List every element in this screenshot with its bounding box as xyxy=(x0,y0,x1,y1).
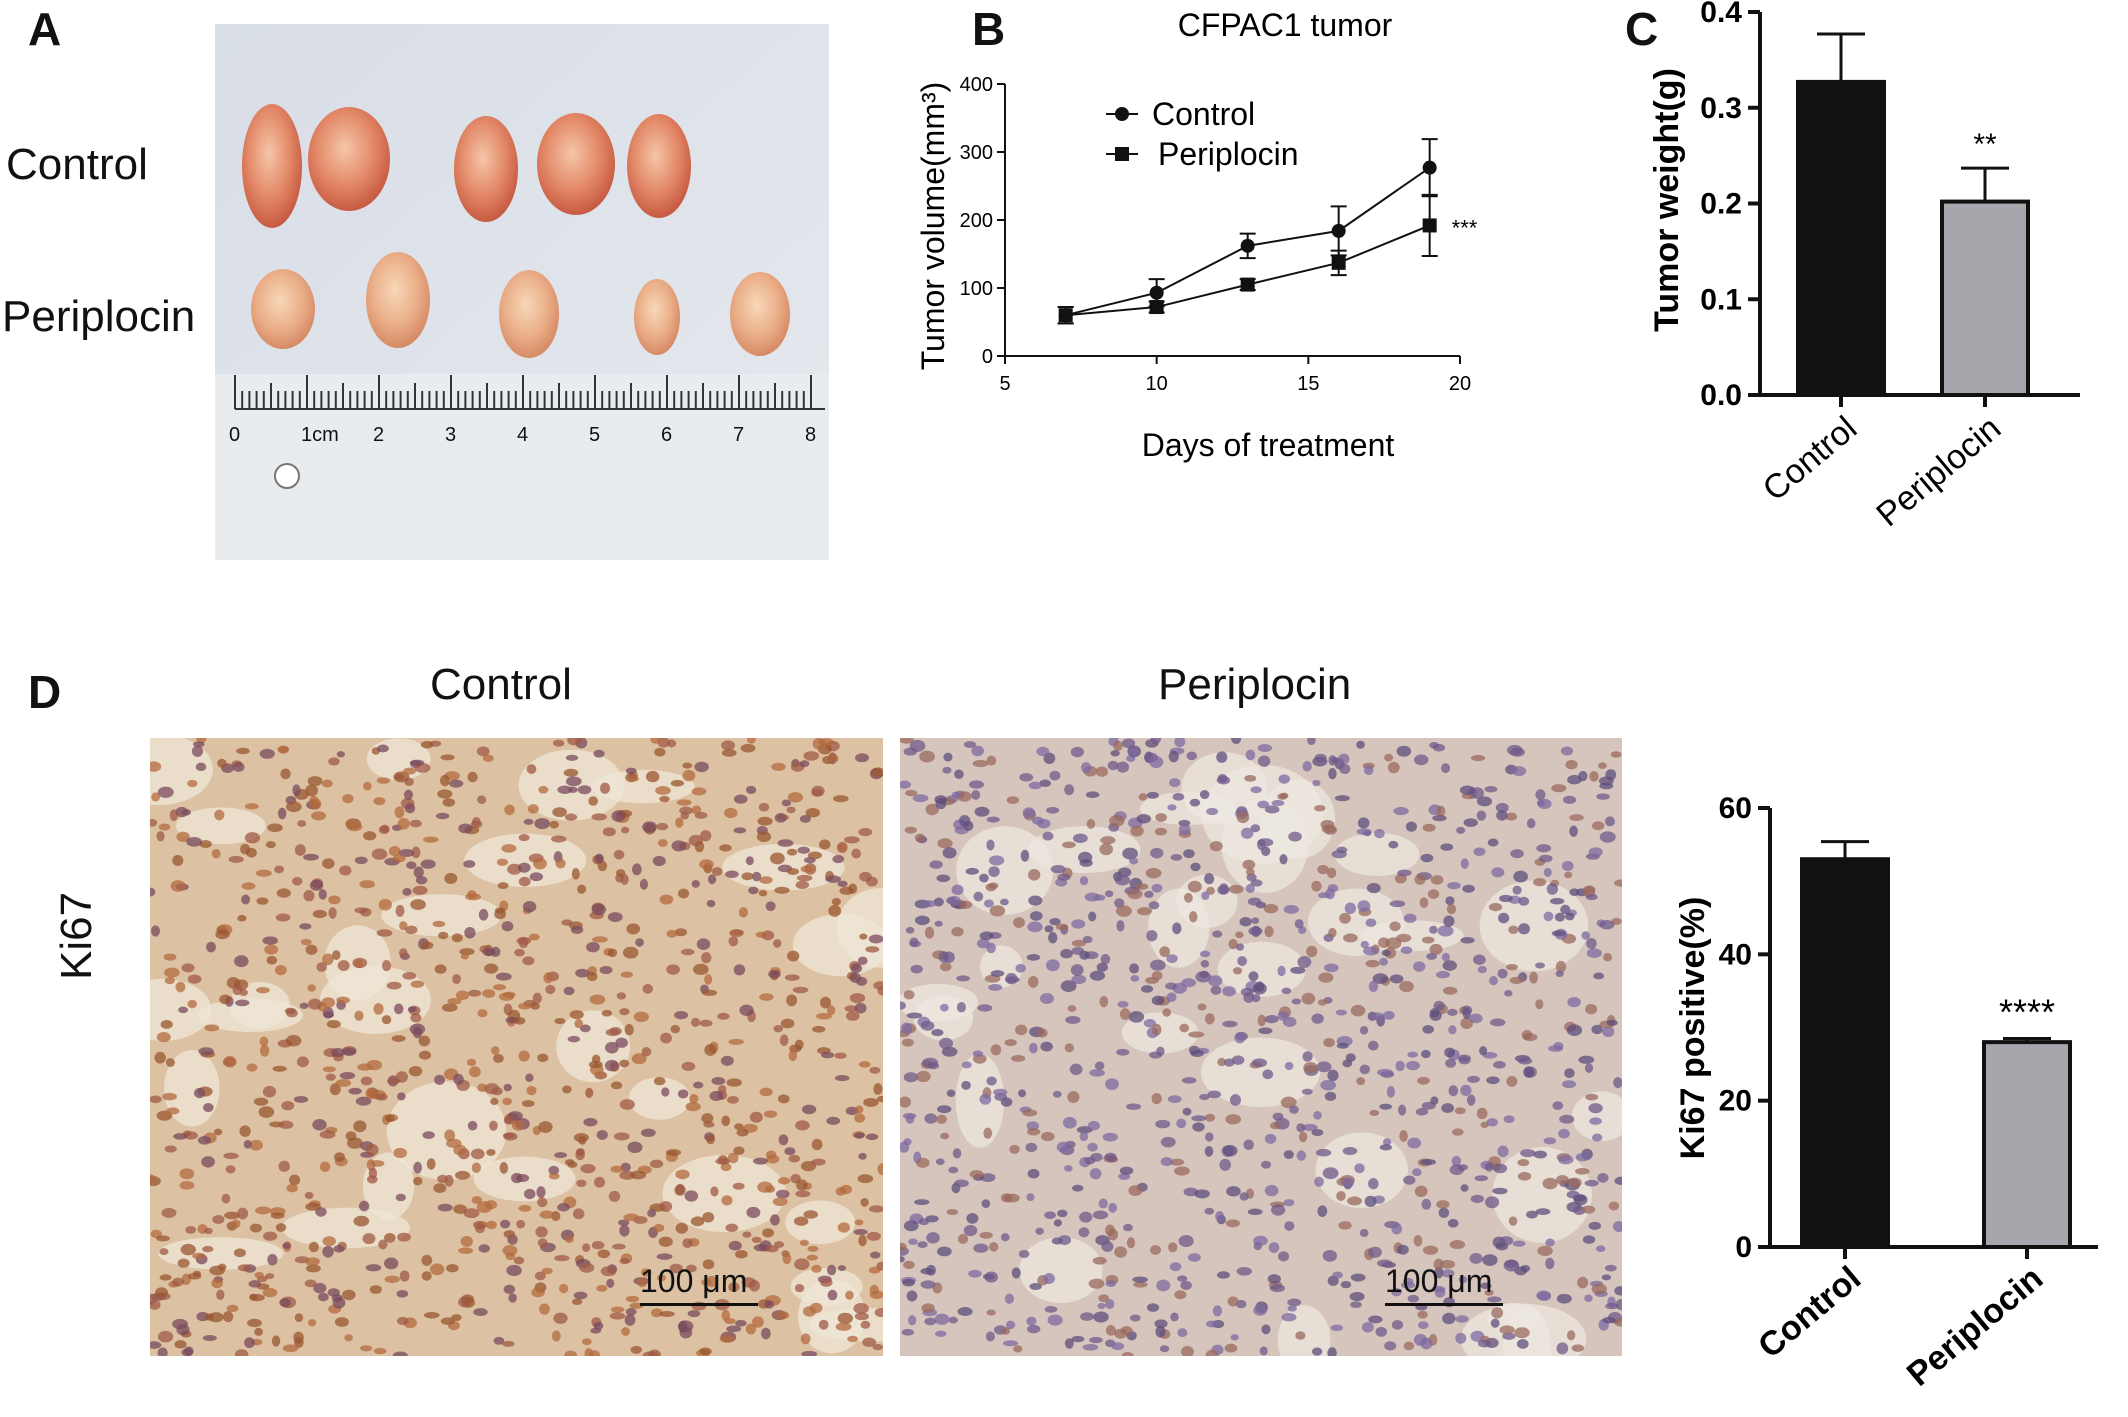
bar-control xyxy=(1796,79,1886,398)
chart-tumor-weight: 0.0 0.1 0.2 0.3 0.4 Tumor weight(g) Control Per… xyxy=(1648,0,2080,534)
row-label-periplocin: Periplocin xyxy=(2,292,196,341)
data-point xyxy=(1058,308,1073,323)
col-label-control: Control xyxy=(430,660,572,709)
x-tick-label: 15 xyxy=(1297,373,1319,395)
x-tick-label: Periplocin xyxy=(1900,1259,2050,1394)
chart-tumor-volume: CFPAC1 tumor 0 100 200 300 400 5 10 15 20 Days of … xyxy=(915,7,1478,463)
ruler-label: 2 xyxy=(373,424,385,446)
x-axis-label: Days of treatment xyxy=(1142,427,1395,463)
panel-d-letter: D xyxy=(28,666,62,718)
significance-annotation: *** xyxy=(1452,215,1478,240)
y-tick-label: 0.0 xyxy=(1700,379,1742,412)
ruler-label: 1cm xyxy=(301,424,339,446)
ruler-label: 8 xyxy=(805,424,817,446)
ruler-label: 7 xyxy=(733,424,745,446)
panel-a-letter: A xyxy=(28,3,62,55)
col-label-periplocin: Periplocin xyxy=(1158,660,1352,709)
significance-annotation: **** xyxy=(1999,991,2055,1032)
data-point xyxy=(1422,218,1437,233)
bar-control xyxy=(1800,857,1890,1249)
y-tick-label: 0.3 xyxy=(1700,92,1742,125)
y-tick-label: 200 xyxy=(960,210,993,232)
control-tumors xyxy=(242,104,691,228)
data-point xyxy=(1422,160,1437,175)
y-tick-label: 0 xyxy=(982,346,993,368)
scale-bar-periplocin xyxy=(1385,1303,1503,1306)
ruler-label: 5 xyxy=(589,424,601,446)
ruler-label: 0 xyxy=(229,424,241,446)
y-tick-label: 20 xyxy=(1719,1085,1752,1118)
bar-periplocin xyxy=(1982,1040,2072,1249)
scale-bar-label-control: 100 μm xyxy=(640,1263,748,1299)
y-tick-label: 0 xyxy=(1735,1231,1752,1264)
panel-c-letter: C xyxy=(1625,3,1659,55)
x-tick-label: Control xyxy=(1751,1259,1868,1366)
scale-bar-label-periplocin: 100 μm xyxy=(1385,1263,1493,1299)
x-tick-label: 20 xyxy=(1449,373,1471,395)
legend-marker xyxy=(1115,147,1129,161)
ruler-ticks xyxy=(234,375,812,409)
x-tick-label: 10 xyxy=(1146,373,1168,395)
legend-label: Periplocin xyxy=(1158,136,1299,172)
data-point xyxy=(1331,223,1346,238)
legend-label: Control xyxy=(1152,96,1255,132)
row-label-ki67: Ki67 xyxy=(52,891,101,980)
y-tick-label: 300 xyxy=(960,142,993,164)
panel-b-letter: B xyxy=(972,3,1006,55)
ruler-label: 6 xyxy=(661,424,673,446)
legend-marker xyxy=(1115,107,1129,121)
y-tick-label: 400 xyxy=(960,74,993,96)
data-point xyxy=(1240,277,1255,292)
significance-annotation: ** xyxy=(1973,128,1997,161)
x-tick-label: Control xyxy=(1756,409,1864,509)
periplocin-tumors xyxy=(251,252,790,358)
y-axis-label: Tumor volume(mm³) xyxy=(915,82,951,371)
ruler-label: 4 xyxy=(517,424,529,446)
chart-ki67-positive: 0 20 40 60 Ki67 positive(%) Control Periplocin… xyxy=(1674,792,2098,1394)
y-tick-label: 60 xyxy=(1719,792,1752,825)
data-point xyxy=(1149,300,1164,315)
bar-periplocin xyxy=(1940,199,2030,397)
y-tick-label: 0.2 xyxy=(1700,188,1742,221)
data-point xyxy=(1149,285,1164,300)
y-tick-label: 0.4 xyxy=(1700,0,1742,29)
y-tick-label: 100 xyxy=(960,278,993,300)
x-tick-label: 5 xyxy=(999,373,1010,395)
y-axis-label: Tumor weight(g) xyxy=(1648,68,1686,332)
ki67-control-micrograph: 100 μm xyxy=(150,738,883,1356)
scale-bar-control xyxy=(640,1303,758,1306)
ki67-periplocin-micrograph: 100 μm xyxy=(900,738,1622,1356)
y-tick-label: 40 xyxy=(1719,938,1752,971)
tumor-photo: 0 1cm 2 3 4 5 6 7 8 xyxy=(215,24,829,560)
y-tick-label: 0.1 xyxy=(1700,283,1742,316)
y-axis-label: Ki67 positive(%) xyxy=(1674,897,1712,1160)
data-point xyxy=(1331,255,1346,270)
ruler-label: 3 xyxy=(445,424,457,446)
chart-title: CFPAC1 tumor xyxy=(1178,7,1393,43)
x-tick-label: Periplocin xyxy=(1869,409,2008,534)
row-label-control: Control xyxy=(6,140,148,189)
data-point xyxy=(1240,238,1255,253)
